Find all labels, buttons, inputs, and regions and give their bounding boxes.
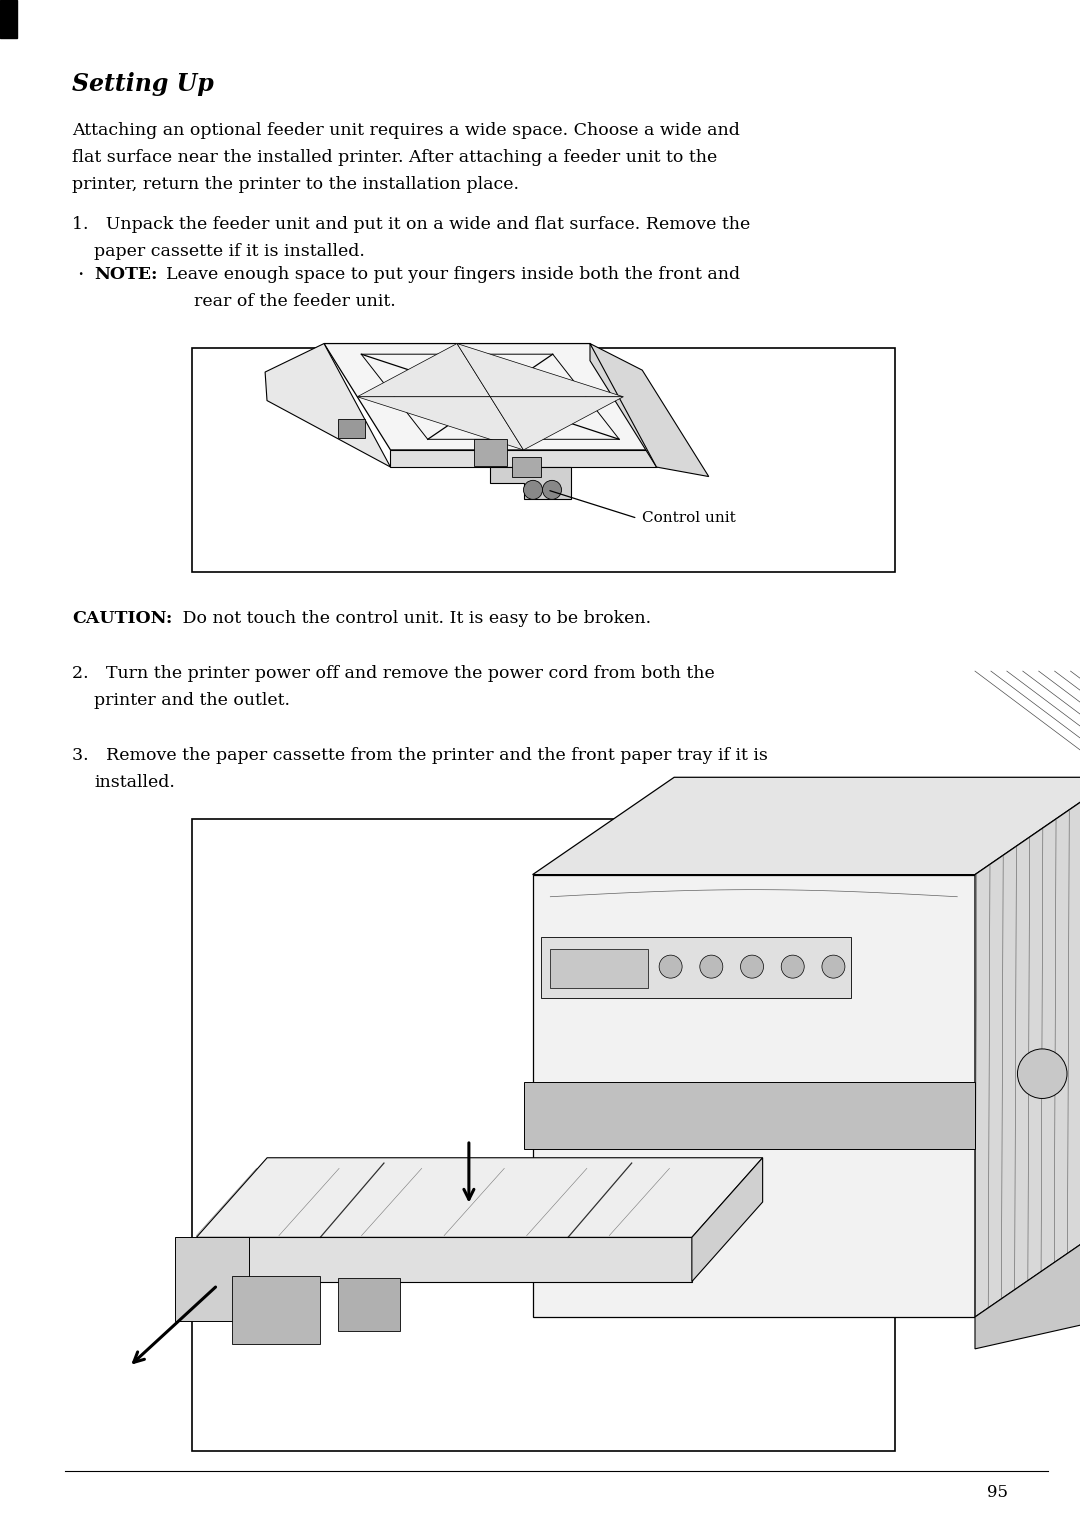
- Text: installed.: installed.: [94, 774, 175, 791]
- Circle shape: [524, 480, 542, 500]
- Polygon shape: [197, 1157, 762, 1237]
- Text: CAUTION:: CAUTION:: [72, 610, 173, 627]
- Circle shape: [1017, 1049, 1067, 1099]
- Bar: [541, 937, 851, 998]
- Text: 95: 95: [987, 1484, 1008, 1501]
- Text: 3. Remove the paper cassette from the printer and the front paper tray if it is: 3. Remove the paper cassette from the pr…: [72, 747, 768, 763]
- Text: Leave enough space to put your fingers inside both the front and: Leave enough space to put your fingers i…: [166, 267, 740, 284]
- Polygon shape: [457, 343, 623, 397]
- Polygon shape: [692, 1157, 762, 1282]
- Bar: [338, 419, 365, 437]
- Bar: [232, 1277, 321, 1343]
- Text: ·: ·: [77, 267, 83, 285]
- Polygon shape: [590, 343, 708, 477]
- Text: paper cassette if it is installed.: paper cassette if it is installed.: [94, 244, 365, 261]
- Circle shape: [781, 955, 805, 978]
- Text: NOTE:: NOTE:: [94, 267, 158, 284]
- Bar: [197, 1237, 692, 1282]
- Circle shape: [659, 955, 683, 978]
- Polygon shape: [975, 777, 1080, 1317]
- Polygon shape: [391, 451, 657, 468]
- Polygon shape: [357, 343, 490, 397]
- Polygon shape: [324, 343, 657, 451]
- Bar: [338, 1279, 400, 1331]
- Text: Setting Up: Setting Up: [72, 72, 214, 97]
- Text: Do not touch the control unit. It is easy to be broken.: Do not touch the control unit. It is eas…: [177, 610, 651, 627]
- Text: 1. Unpack the feeder unit and put it on a wide and flat surface. Remove the: 1. Unpack the feeder unit and put it on …: [72, 216, 751, 233]
- Text: printer, return the printer to the installation place.: printer, return the printer to the insta…: [72, 176, 519, 193]
- Bar: [532, 875, 975, 1317]
- Text: rear of the feeder unit.: rear of the feeder unit.: [194, 293, 395, 310]
- Bar: [192, 819, 895, 1452]
- Text: Attaching an optional feeder unit requires a wide space. Choose a wide and: Attaching an optional feeder unit requir…: [72, 123, 740, 140]
- Bar: [524, 1082, 975, 1148]
- Polygon shape: [590, 343, 657, 468]
- Circle shape: [700, 955, 723, 978]
- Circle shape: [741, 955, 764, 978]
- Polygon shape: [357, 397, 524, 451]
- Bar: [0, 0, 17, 38]
- Circle shape: [542, 480, 562, 500]
- Circle shape: [822, 955, 845, 978]
- Text: Control unit: Control unit: [643, 512, 737, 526]
- Polygon shape: [975, 1220, 1080, 1349]
- Text: printer and the outlet.: printer and the outlet.: [94, 691, 291, 708]
- Polygon shape: [532, 777, 1080, 875]
- Polygon shape: [265, 343, 391, 468]
- Bar: [551, 949, 648, 987]
- Polygon shape: [175, 1237, 249, 1320]
- Bar: [512, 457, 541, 477]
- Polygon shape: [490, 397, 623, 451]
- Text: flat surface near the installed printer. After attaching a feeder unit to the: flat surface near the installed printer.…: [72, 149, 717, 166]
- Text: 2. Turn the printer power off and remove the power cord from both the: 2. Turn the printer power off and remove…: [72, 665, 715, 682]
- Bar: [192, 348, 895, 572]
- Polygon shape: [490, 468, 571, 500]
- Bar: [474, 440, 508, 466]
